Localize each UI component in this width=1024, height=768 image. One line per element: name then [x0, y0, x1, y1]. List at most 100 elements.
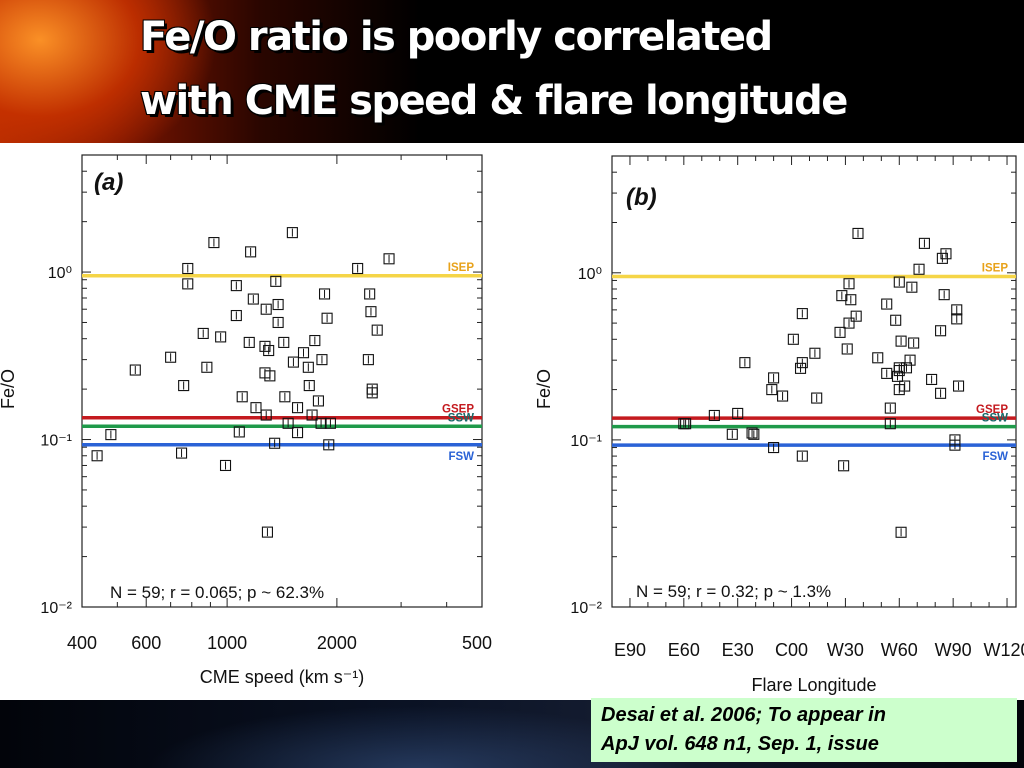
data-point-marker-a	[362, 354, 374, 366]
y-tick-label-a: 10⁻²	[40, 600, 72, 617]
data-point-marker-b	[881, 367, 893, 379]
data-point-marker-b	[918, 237, 930, 249]
data-point-marker-b	[794, 362, 807, 374]
data-point-marker-a	[270, 275, 282, 287]
data-point-marker-a	[286, 227, 298, 239]
data-point-b	[881, 298, 893, 310]
data-point-b	[895, 335, 907, 347]
data-point-b	[787, 333, 799, 345]
data-point-b	[746, 427, 758, 439]
title-banner	[0, 0, 1024, 143]
data-point-marker-a	[219, 459, 232, 472]
data-point-a	[261, 526, 273, 538]
data-point-marker-a	[208, 237, 220, 249]
data-point-marker-b	[904, 354, 916, 366]
plot-frame-a	[81, 154, 483, 608]
data-point-marker-a	[215, 331, 227, 343]
data-point-a	[287, 356, 299, 368]
data-point-marker-a	[182, 278, 194, 290]
data-point-marker-b	[766, 384, 778, 396]
citation-line-1: Desai et al. 2006; To appear in	[601, 704, 886, 726]
data-point-marker-b	[938, 289, 950, 301]
ref-label-gsep-a: GSEP	[442, 404, 474, 416]
data-point-a	[264, 370, 276, 382]
data-point-a	[250, 402, 262, 414]
data-point-marker-a	[316, 354, 328, 366]
data-point-a	[178, 380, 190, 392]
data-point-marker-b	[872, 352, 884, 364]
x-tick-label-b: E60	[668, 640, 700, 660]
data-point-marker-b	[796, 450, 808, 462]
data-point-marker-a	[306, 409, 318, 421]
data-point-marker-b	[843, 317, 855, 329]
data-point-b	[884, 418, 896, 430]
y-tick-label-b: 10⁻¹	[570, 433, 602, 450]
data-point-marker-a	[236, 391, 248, 403]
data-point-marker-b	[893, 362, 905, 374]
data-point-marker-b	[893, 276, 905, 288]
data-point-a	[286, 227, 298, 239]
data-point-marker-a	[315, 417, 327, 429]
data-point-a	[233, 426, 245, 438]
data-point-marker-a	[269, 437, 281, 449]
data-point-marker-a	[303, 380, 315, 392]
data-point-marker-b	[787, 333, 799, 345]
data-point-b	[809, 347, 821, 359]
data-point-marker-a	[318, 288, 331, 300]
x-tick-label-a: 1000	[207, 633, 247, 653]
data-point-b	[708, 409, 720, 422]
data-point-marker-b	[841, 343, 853, 355]
data-point-marker-b	[952, 380, 965, 392]
data-point-marker-a	[366, 387, 378, 399]
data-point-marker-a	[312, 395, 324, 407]
data-point-a	[291, 402, 304, 414]
data-point-b	[680, 418, 692, 430]
y-tick-label-b: 10⁻²	[570, 600, 602, 617]
x-tick-label-b: C00	[775, 640, 808, 660]
data-point-b	[777, 390, 789, 402]
data-point-b	[834, 326, 846, 338]
data-point-marker-a	[264, 370, 276, 382]
x-axis-label-b: Flare Longitude	[751, 675, 876, 695]
data-point-b	[940, 248, 952, 260]
data-point-marker-a	[383, 253, 395, 265]
data-point-b	[893, 276, 905, 288]
data-point-marker-a	[165, 351, 177, 363]
data-point-a	[182, 278, 194, 290]
data-point-a	[323, 439, 335, 451]
data-point-a	[371, 324, 383, 336]
data-point-b	[811, 392, 823, 404]
data-point-marker-a	[197, 327, 209, 339]
data-point-marker-b	[899, 380, 911, 392]
data-point-b	[836, 290, 848, 302]
data-point-marker-a	[233, 426, 245, 438]
data-point-marker-a	[291, 427, 304, 439]
data-point-a	[279, 391, 291, 403]
data-point-b	[726, 428, 738, 440]
data-point-marker-a	[364, 288, 376, 300]
data-point-marker-a	[324, 417, 336, 429]
data-point-marker-a	[260, 409, 272, 421]
slide-title-line-2: with CME speed & flare longitude	[140, 78, 848, 124]
data-point-marker-b	[845, 294, 857, 306]
data-point-marker-a	[250, 402, 262, 414]
data-point-b	[796, 450, 808, 462]
x-tick-label-b: W120	[984, 640, 1024, 660]
data-point-a	[306, 409, 318, 421]
ref-label-fsw-a: FSW	[448, 451, 474, 463]
data-point-a	[201, 361, 213, 373]
data-point-b	[918, 237, 930, 249]
data-point-a	[269, 437, 281, 449]
data-point-marker-a	[371, 324, 383, 336]
data-point-marker-b	[900, 362, 913, 374]
data-point-marker-b	[891, 370, 904, 382]
ref-label-ssw-b: SSW	[982, 413, 1008, 425]
data-point-marker-b	[809, 347, 821, 359]
data-point-marker-a	[259, 340, 271, 352]
data-point-a	[182, 262, 194, 275]
data-point-marker-b	[732, 407, 744, 419]
data-point-a	[197, 327, 209, 339]
data-point-marker-a	[309, 334, 321, 347]
stats-annotation-b: N = 59; r = 0.32; p ~ 1.3%	[636, 582, 831, 601]
data-point-a	[260, 409, 272, 421]
